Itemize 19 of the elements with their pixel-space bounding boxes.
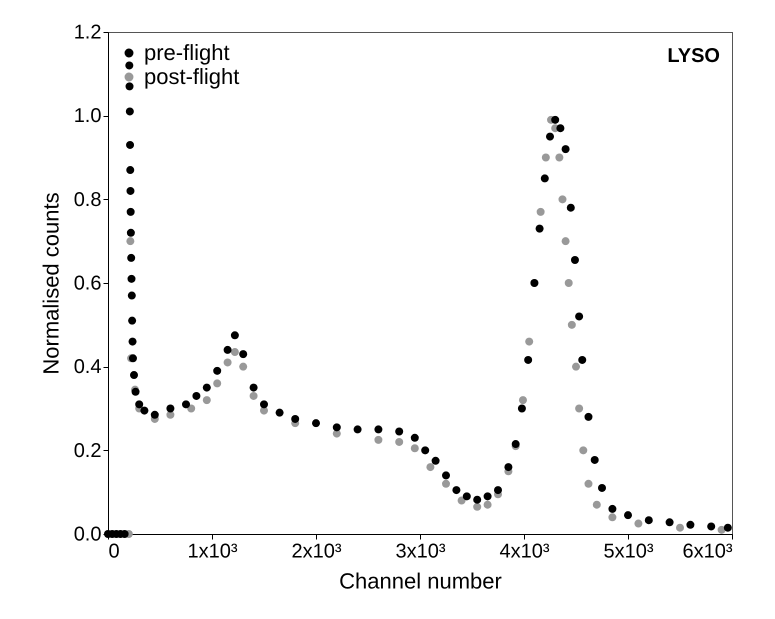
x-axis-title: Channel number	[339, 568, 502, 594]
annotation: LYSO	[667, 45, 720, 67]
y-axis-title: Normalised counts	[38, 192, 64, 375]
legend-label: post-flight	[144, 64, 240, 89]
x-tick-label: 2x10³	[291, 540, 342, 562]
x-tick-label: 1x10³	[187, 540, 238, 562]
y-tick-label: 1.2	[74, 22, 102, 44]
legend-label: pre-flight	[144, 40, 230, 65]
y-tick-label: 0.4	[74, 356, 102, 378]
y-tick-label: 0.8	[74, 188, 102, 211]
y-tick-label: 0.2	[74, 440, 102, 462]
y-tick-label: 1.0	[74, 105, 102, 128]
y-tick-label: 0.6	[74, 272, 102, 294]
x-tick-label: 6x10³	[682, 540, 733, 562]
x-tick-label: 3x10³	[395, 540, 446, 562]
y-tick-label: 0.0	[74, 524, 102, 546]
x-tick-label: 4x10³	[499, 540, 550, 562]
x-tick-label: 0	[108, 540, 120, 562]
x-tick-label: 5x10³	[603, 540, 654, 562]
